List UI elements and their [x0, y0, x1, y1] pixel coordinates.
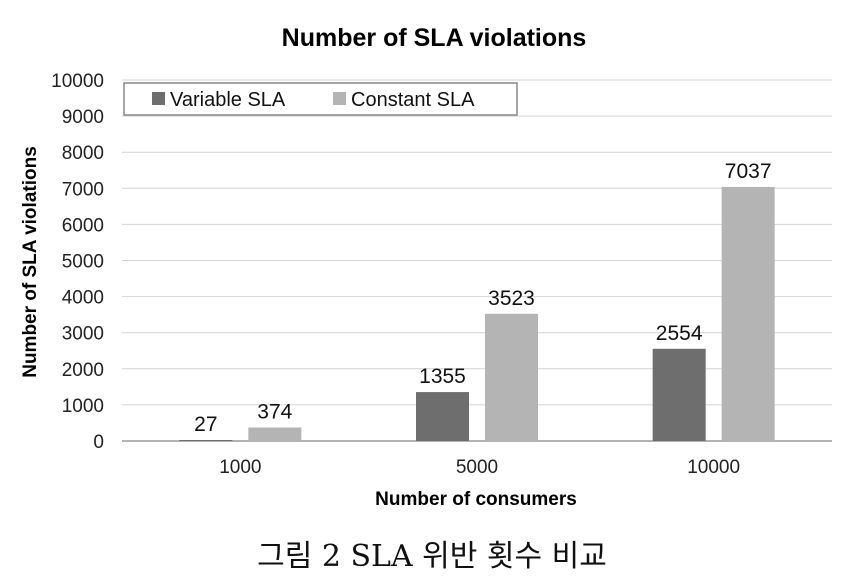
legend: Variable SLA Constant SLA [123, 82, 518, 116]
bar-variable-sla-5000 [416, 392, 469, 441]
bar-constant-sla-5000 [485, 313, 538, 441]
gridlines [122, 79, 832, 442]
y-tick-label: 4000 [62, 288, 104, 309]
y-tick-label: 6000 [62, 215, 104, 236]
legend-box [123, 82, 518, 116]
bar-variable-sla-10000 [652, 348, 706, 441]
bar-constant-sla-10000 [721, 186, 775, 441]
y-tick-label: 2000 [62, 360, 104, 381]
chart-title: Number of SLA violations [282, 24, 587, 52]
data-label-variable-sla-5000: 1355 [419, 365, 466, 388]
legend-label-constant-sla: Constant SLA [351, 89, 475, 111]
x-tick-label: 10000 [687, 457, 740, 478]
data-label-variable-sla-1000: 27 [194, 413, 217, 436]
y-tick-label: 7000 [62, 179, 104, 200]
y-axis-title: Number of SLA violations [20, 146, 41, 378]
data-labels: 27 374 1355 3523 2554 7037 [194, 160, 771, 436]
y-tick-label: 8000 [62, 143, 104, 164]
data-label-constant-sla-10000: 7037 [725, 160, 772, 183]
x-tick-label: 5000 [456, 457, 498, 478]
y-tick-labels: 0 1000 2000 3000 4000 5000 6000 7000 8000 9000 100… [51, 71, 104, 453]
y-tick-label: 5000 [62, 252, 104, 273]
figure-caption: 그림 2 SLA 위반 횟수 비교 [257, 539, 607, 574]
data-label-variable-sla-10000: 2554 [656, 322, 703, 345]
legend-swatch-variable-sla [152, 92, 165, 105]
data-label-constant-sla-5000: 3523 [488, 287, 535, 310]
y-tick-label: 3000 [62, 324, 104, 345]
bar-constant-sla-1000 [248, 427, 302, 441]
y-tick-label: 0 [93, 432, 104, 453]
y-tick-label: 10000 [51, 71, 104, 92]
y-tick-label: 9000 [62, 107, 104, 128]
x-axis-title: Number of consumers [375, 489, 577, 510]
x-tick-labels: 1000 5000 10000 [219, 457, 740, 478]
x-tick-label: 1000 [219, 457, 261, 478]
y-tick-label: 1000 [62, 396, 104, 417]
bars [179, 186, 775, 441]
legend-label-variable-sla: Variable SLA [170, 89, 286, 111]
bar-variable-sla-1000 [179, 440, 233, 441]
legend-swatch-constant-sla [333, 92, 346, 105]
data-label-constant-sla-1000: 374 [257, 400, 292, 423]
